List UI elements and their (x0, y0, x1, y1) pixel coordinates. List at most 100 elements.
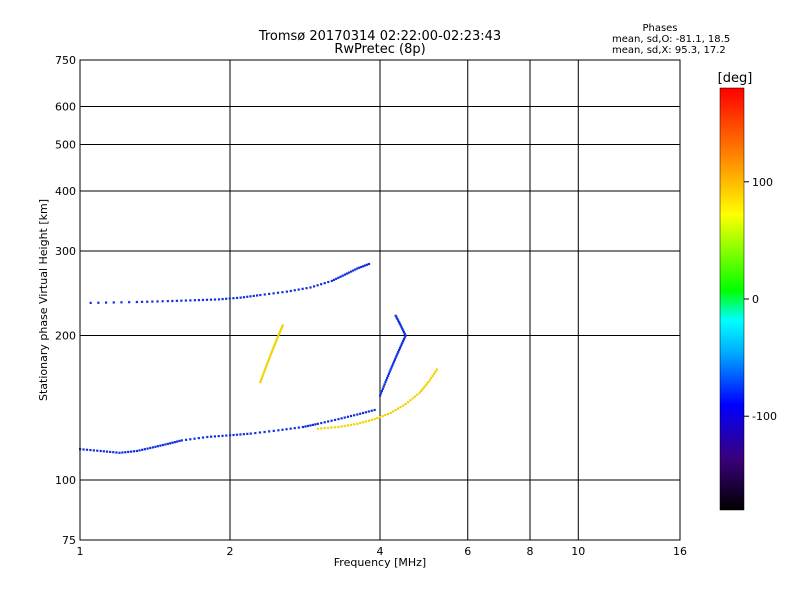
echo-point (391, 364, 394, 367)
echo-point (425, 382, 429, 386)
echo-point (364, 411, 368, 414)
echo-point (397, 321, 401, 324)
echo-point (402, 331, 406, 334)
echo-point (367, 410, 370, 413)
echo-point (141, 448, 144, 451)
echo-point (422, 386, 426, 389)
echo-point (361, 421, 365, 424)
echo-point (346, 415, 349, 418)
echo-point (400, 326, 403, 329)
echo-point (367, 419, 370, 422)
echo-point (112, 451, 115, 454)
echo-point (235, 433, 239, 436)
echo-point (430, 376, 433, 380)
echo-point (205, 298, 209, 301)
echo-point (384, 413, 387, 417)
echo-point (278, 332, 281, 336)
echo-point (266, 360, 270, 363)
echo-point (209, 435, 213, 438)
echo-point (361, 411, 365, 415)
echo-point (381, 414, 384, 418)
echo-point (394, 314, 397, 317)
echo-point (309, 286, 312, 289)
echo-point (416, 393, 419, 396)
echo-point (330, 279, 333, 283)
echo-point (424, 384, 427, 387)
echo-point (105, 450, 109, 453)
echo-point (289, 289, 292, 293)
echo-point (285, 290, 288, 293)
echo-point (266, 362, 269, 365)
x-tick-label: 1 (77, 545, 84, 558)
echo-point (228, 297, 231, 300)
echo-point (272, 292, 275, 295)
echo-point (259, 381, 262, 384)
echo-point (397, 407, 400, 410)
echo-point (96, 449, 99, 452)
echo-point (263, 293, 266, 296)
echo-point (333, 418, 337, 422)
echo-point (432, 372, 436, 375)
echo-point (102, 450, 105, 453)
echo-point (306, 424, 309, 428)
echo-point (276, 336, 279, 339)
echo-point (395, 354, 398, 357)
echo-point (156, 300, 159, 303)
colorbar-tick-label: 0 (752, 293, 759, 306)
echo-point (347, 271, 351, 274)
echo-point (277, 429, 280, 432)
echo-point (109, 450, 112, 454)
echo-point (124, 451, 127, 454)
echo-point (388, 370, 391, 373)
echo-point (289, 427, 292, 430)
echo-point (115, 451, 118, 454)
echo-point (242, 296, 246, 299)
echo-point (263, 370, 266, 373)
echo-point (392, 360, 396, 363)
echo-point (138, 449, 141, 452)
echo-point (213, 298, 217, 301)
echo-point (337, 425, 340, 429)
echo-point (320, 421, 323, 425)
echo-point (305, 287, 308, 290)
echo-point (151, 300, 154, 303)
colorbar-tick-label: -100 (752, 410, 777, 423)
echo-point (381, 387, 384, 390)
echo-point (413, 395, 416, 398)
echo-point (217, 298, 221, 301)
echo-point (135, 300, 138, 304)
y-tick-label: 750 (55, 54, 76, 67)
echo-point (353, 414, 356, 417)
echo-point (132, 450, 136, 453)
echo-point (171, 299, 174, 303)
x-tick-label: 2 (227, 545, 234, 558)
echo-point (343, 416, 346, 419)
echo-point (343, 273, 347, 276)
echo-point (217, 435, 220, 438)
echo-point (337, 276, 340, 279)
echo-point (278, 331, 281, 334)
echo-point (246, 432, 249, 435)
echo-point (281, 428, 284, 431)
echo-point (178, 439, 181, 443)
x-tick-label: 10 (571, 545, 585, 558)
echo-point (401, 327, 404, 330)
echo-point (280, 327, 283, 330)
echo-point (340, 417, 343, 420)
echo-point (268, 292, 271, 296)
echo-point (154, 445, 157, 448)
echo-point (221, 434, 224, 437)
echo-point (380, 390, 383, 393)
y-tick-label: 600 (55, 101, 76, 114)
echo-point (397, 348, 401, 352)
echo-point (356, 422, 359, 425)
echo-point (146, 447, 149, 450)
echo-point (386, 376, 389, 380)
echo-point (431, 374, 434, 377)
echo-point (434, 370, 437, 373)
echo-point (404, 334, 407, 337)
echo-point (176, 440, 179, 443)
echo-point (164, 443, 167, 446)
echo-point (396, 352, 399, 355)
